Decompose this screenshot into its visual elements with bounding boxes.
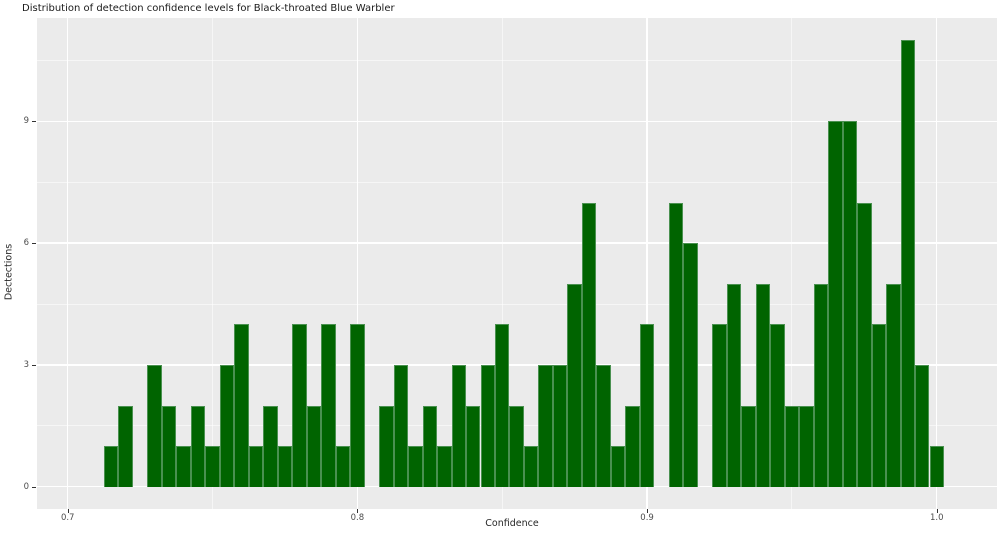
y-tick-mark	[32, 364, 36, 366]
histogram-bar	[784, 405, 800, 487]
x-tick-label: 1.0	[929, 513, 944, 523]
histogram-bar	[813, 283, 829, 487]
histogram-bar	[451, 364, 466, 487]
histogram-bar	[828, 121, 843, 487]
gridline-major-y	[37, 364, 997, 366]
histogram-bar	[799, 405, 814, 487]
histogram-bar	[379, 405, 394, 487]
histogram-bar	[857, 202, 872, 487]
x-tick-mark	[67, 509, 69, 513]
histogram-bar	[422, 405, 438, 487]
gridline-major-x	[935, 18, 938, 509]
histogram-bar	[683, 243, 698, 487]
histogram-bar	[277, 446, 293, 487]
x-tick-label: 0.8	[350, 513, 365, 523]
histogram-bar	[248, 446, 264, 487]
x-tick-mark	[936, 509, 938, 513]
histogram-bar	[494, 324, 510, 487]
histogram-bar	[161, 405, 177, 487]
histogram-bar	[639, 324, 655, 487]
histogram-bar	[886, 283, 901, 487]
gridline-minor-y	[37, 303, 997, 305]
histogram-bar	[668, 202, 684, 487]
gridline-major-y	[37, 242, 997, 244]
gridline-minor-y	[37, 60, 997, 62]
y-tick-mark	[32, 486, 36, 488]
histogram-bar	[176, 446, 191, 487]
histogram-bar	[103, 446, 119, 487]
gridline-major-x	[646, 18, 648, 509]
histogram-bar	[263, 405, 278, 487]
histogram-bar	[712, 324, 727, 487]
histogram-bar	[552, 364, 568, 487]
histogram-bar	[610, 446, 626, 487]
x-tick-mark	[647, 509, 649, 513]
gridline-major-x	[66, 18, 69, 509]
gridline-minor-x	[212, 18, 214, 509]
histogram-bar	[205, 446, 220, 487]
chart-title: Distribution of detection confidence lev…	[22, 3, 395, 14]
x-axis-title: Confidence	[485, 518, 539, 529]
histogram-bar	[408, 446, 423, 487]
y-tick-mark	[32, 243, 36, 245]
gridline-major-y	[37, 120, 997, 123]
y-tick-label: 0	[23, 481, 29, 492]
histogram-bar	[292, 324, 307, 487]
histogram-bar	[770, 324, 785, 487]
x-tick-mark	[357, 509, 359, 513]
histogram-bar	[118, 405, 133, 487]
histogram-bar	[538, 364, 553, 487]
histogram-bar	[871, 324, 887, 487]
gridline-minor-x	[791, 18, 793, 509]
x-tick-label: 0.7	[60, 513, 75, 523]
y-tick-label: 9	[23, 116, 29, 127]
y-tick-label: 3	[23, 359, 29, 370]
histogram-bar	[350, 324, 365, 487]
histogram-bar	[625, 405, 640, 487]
histogram-bar	[234, 324, 249, 487]
histogram-bar	[509, 405, 524, 487]
gridline-minor-x	[501, 18, 503, 509]
histogram-bar	[480, 364, 495, 487]
x-tick-label: 0.9	[640, 513, 654, 523]
histogram-bar	[929, 446, 944, 487]
histogram-bar	[900, 40, 915, 487]
histogram-bar	[741, 405, 756, 487]
gridline-major-y	[37, 485, 997, 488]
histogram-bar	[596, 364, 611, 487]
histogram-bar	[842, 121, 858, 487]
histogram-bar	[726, 283, 742, 487]
histogram-bar	[335, 446, 351, 487]
y-tick-mark	[32, 121, 36, 123]
gridline-major-x	[356, 18, 359, 509]
histogram-bar	[915, 364, 930, 487]
histogram-bar	[466, 405, 481, 487]
histogram-bar	[437, 446, 452, 487]
histogram-bar	[523, 446, 539, 487]
histogram-bar	[219, 364, 235, 487]
y-tick-label: 6	[23, 238, 29, 249]
histogram-bar	[190, 405, 206, 487]
histogram-bar	[147, 364, 162, 487]
y-axis-title: Dectections	[3, 243, 15, 301]
plot-panel	[37, 18, 997, 509]
histogram-bar	[755, 283, 771, 487]
histogram-bar	[581, 202, 597, 487]
histogram-bar	[393, 364, 409, 487]
gridline-minor-y	[37, 181, 997, 183]
histogram-bar	[567, 283, 582, 487]
histogram-bar	[306, 405, 322, 487]
histogram-bar	[321, 324, 336, 487]
